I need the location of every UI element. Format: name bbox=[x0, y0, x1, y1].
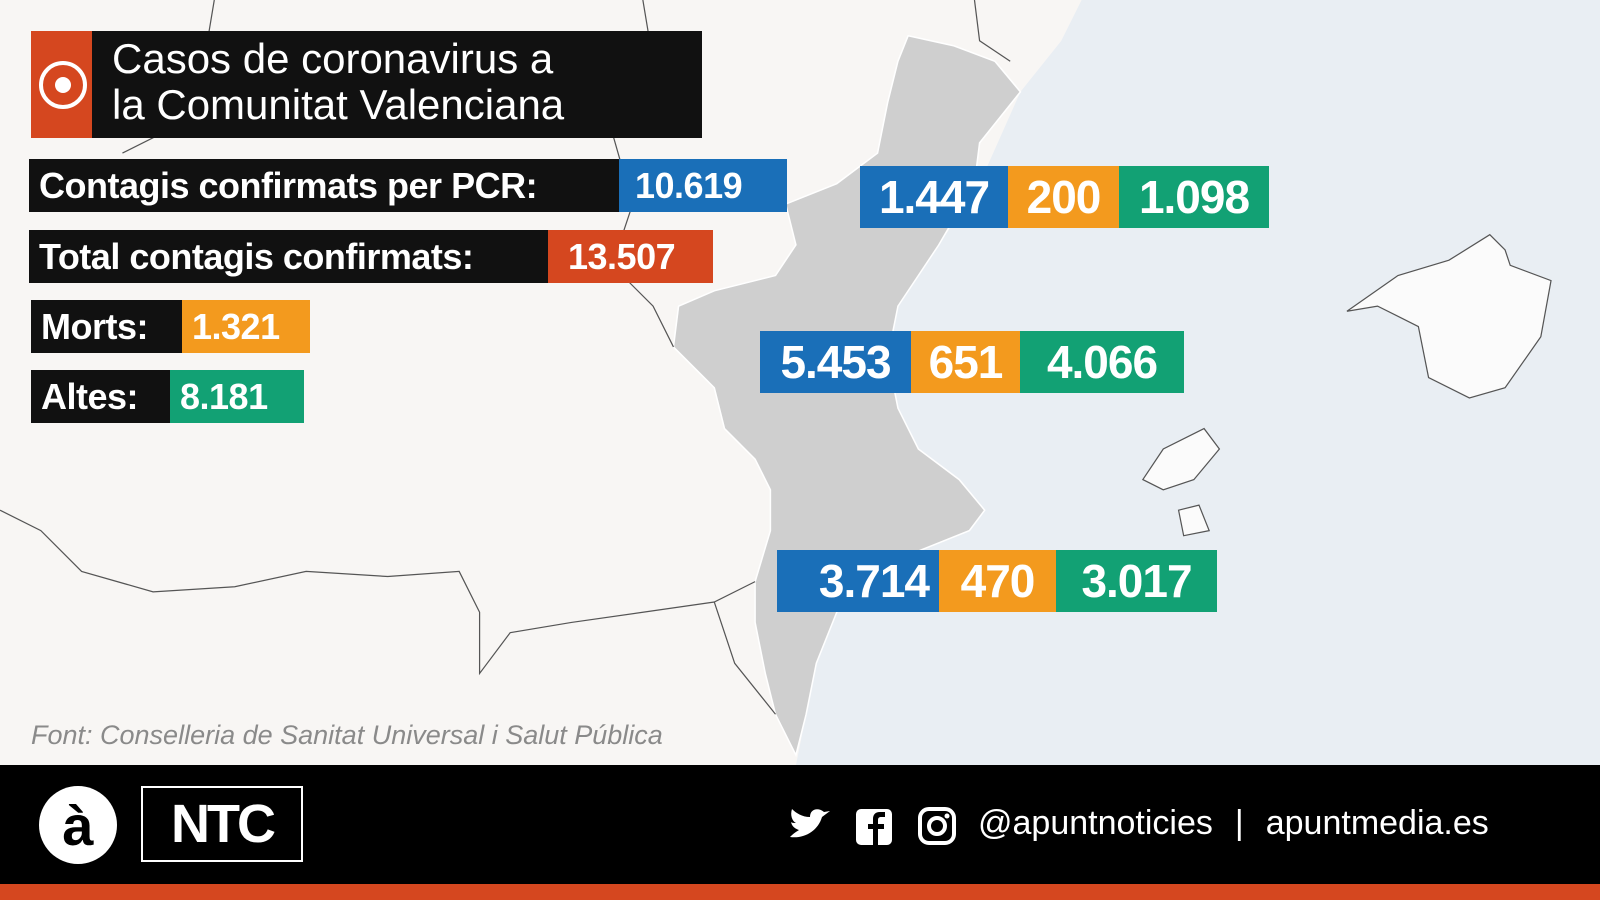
social-icons bbox=[790, 807, 956, 845]
stat-row: Altes: 8.181 bbox=[31, 370, 304, 423]
stat-label: Morts: bbox=[31, 300, 182, 353]
stat-value: 10.619 bbox=[619, 159, 787, 212]
province-box: 5.453 651 4.066 bbox=[760, 331, 1184, 393]
virus-icon-box bbox=[31, 31, 92, 138]
virus-icon bbox=[39, 61, 87, 109]
province-value: 5.453 bbox=[760, 331, 911, 393]
logo: NTC bbox=[141, 786, 303, 862]
province-value: 3.714 bbox=[777, 550, 939, 612]
province-value: 1.447 bbox=[860, 166, 1008, 228]
footer-links: @apuntnoticies | apuntmedia.es bbox=[978, 804, 1489, 843]
province-box: 3.714 470 3.017 bbox=[777, 550, 1217, 612]
stat-row: Morts: 1.321 bbox=[31, 300, 310, 353]
title: Casos de coronavirus a la Comunitat Vale… bbox=[112, 36, 564, 128]
title-line: Casos de coronavirus a bbox=[112, 35, 554, 82]
stat-value: 8.181 bbox=[170, 370, 304, 423]
source: Font: Conselleria de Sanitat Universal i… bbox=[31, 720, 663, 750]
stat-value: 1.321 bbox=[182, 300, 310, 353]
stat-value: 13.507 bbox=[548, 230, 713, 283]
province-value: 1.098 bbox=[1119, 166, 1269, 228]
stat-row: Contagis confirmats per PCR: 10.619 bbox=[29, 159, 787, 212]
site: apuntmedia.es bbox=[1265, 804, 1489, 842]
province-value: 4.066 bbox=[1020, 331, 1184, 393]
province-value: 651 bbox=[911, 331, 1020, 393]
province-value: 470 bbox=[939, 550, 1056, 612]
stat-label: Total contagis confirmats: bbox=[29, 230, 548, 283]
islands bbox=[1141, 233, 1552, 537]
stat-label: Contagis confirmats per PCR: bbox=[29, 159, 619, 212]
footer-stripe bbox=[0, 884, 1600, 900]
stat-row: Total contagis confirmats: 13.507 bbox=[29, 230, 713, 283]
logo: à bbox=[39, 786, 117, 864]
province-value: 3.017 bbox=[1056, 550, 1217, 612]
title-box bbox=[31, 31, 702, 138]
separator: | bbox=[1234, 804, 1244, 842]
handle: @apuntnoticies bbox=[978, 804, 1213, 842]
province-box: 1.447 200 1.098 bbox=[860, 166, 1269, 228]
stat-label: Altes: bbox=[31, 370, 170, 423]
title-line: la Comunitat Valenciana bbox=[112, 81, 565, 128]
province-value: 200 bbox=[1008, 166, 1119, 228]
